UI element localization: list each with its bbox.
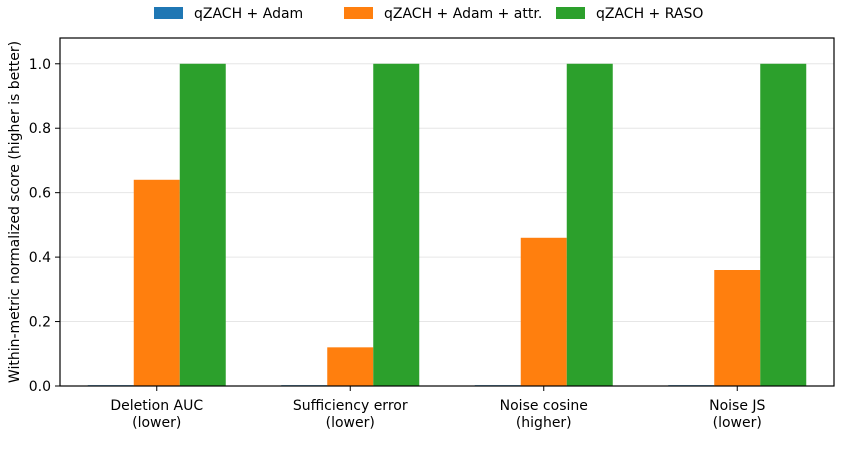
x-tick-label-0: Deletion AUC (lower) xyxy=(110,398,203,431)
bar-series-2-cat-0 xyxy=(179,63,226,387)
y-tick-label-2: 0.4 xyxy=(29,250,51,266)
x-tick-label-line-3-0: Noise JS xyxy=(709,398,765,414)
x-tick-label-1: Sufficiency error (lower) xyxy=(293,398,408,431)
x-tick-label-line-0-1: (lower) xyxy=(132,415,181,431)
y-tick-label-1: 0.2 xyxy=(29,315,51,331)
bar-series-1-cat-3 xyxy=(714,270,761,386)
legend-label-2: qZACH + RASO xyxy=(596,6,703,22)
x-tick-label-line-1-1: (lower) xyxy=(326,415,375,431)
bar-series-1-cat-2 xyxy=(520,237,567,386)
x-tick-label-line-3-1: (lower) xyxy=(713,415,762,431)
x-tick-label-line-0-0: Deletion AUC xyxy=(110,398,203,414)
y-axis-ticks: 0.0 0.2 0.4 0.6 0.8 1.0 xyxy=(29,57,60,395)
x-tick-label-line-2-1: (higher) xyxy=(516,415,572,431)
legend: qZACH + Adam qZACH + Adam + attr. qZACH + … xyxy=(154,6,703,22)
bar-series-2-cat-2 xyxy=(566,63,613,387)
x-tick-label-2: Noise cosine (higher) xyxy=(500,398,588,431)
bar-series-1-cat-0 xyxy=(133,179,180,386)
legend-label-0: qZACH + Adam xyxy=(194,6,303,22)
legend-swatch-1 xyxy=(344,7,373,19)
bars xyxy=(87,63,807,387)
y-axis-label: Within-metric normalized score (higher i… xyxy=(7,41,23,383)
y-tick-label-5: 1.0 xyxy=(29,57,51,73)
bar-series-2-cat-1 xyxy=(373,63,420,387)
x-tick-label-line-2-0: Noise cosine xyxy=(500,398,588,414)
legend-swatch-2 xyxy=(556,7,585,19)
legend-swatch-0 xyxy=(154,7,183,19)
x-axis-ticks: Deletion AUC (lower)Sufficiency error (low… xyxy=(110,386,766,431)
bar-series-1-cat-1 xyxy=(327,347,374,386)
y-tick-label-3: 0.6 xyxy=(29,186,51,202)
legend-label-1: qZACH + Adam + attr. xyxy=(384,6,542,22)
y-tick-label-4: 0.8 xyxy=(29,121,51,137)
bar-series-2-cat-3 xyxy=(760,63,807,387)
plot-frame xyxy=(59,37,835,387)
y-tick-label-0: 0.0 xyxy=(29,379,51,395)
x-tick-label-line-1-0: Sufficiency error xyxy=(293,398,408,414)
x-tick-label-3: Noise JS (lower) xyxy=(709,398,765,431)
